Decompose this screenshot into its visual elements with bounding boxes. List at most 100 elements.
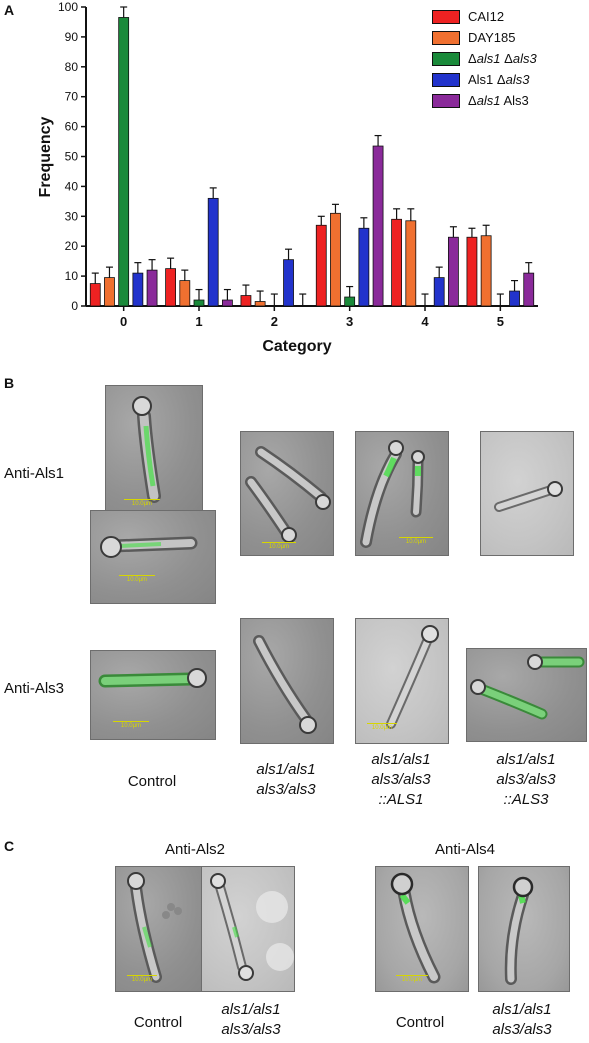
bar xyxy=(146,269,158,307)
caption-line: als3/als3 xyxy=(496,771,556,788)
y-tick-label: 80 xyxy=(65,60,79,74)
x-tick-label: 0 xyxy=(120,314,127,329)
bar xyxy=(165,268,177,307)
bar xyxy=(207,197,219,307)
y-tick-label: 40 xyxy=(65,179,79,193)
bar xyxy=(391,218,403,307)
panel-label-a: A xyxy=(4,2,15,18)
x-tick-label: 1 xyxy=(195,314,202,329)
caption-line: als1/als1 xyxy=(371,751,431,768)
scale-bar: 10.0µm xyxy=(362,723,402,731)
scale-bar: 10.0µm xyxy=(122,975,162,983)
micrograph-als1-complemented-als3: 10.0µm xyxy=(355,618,449,744)
bar xyxy=(315,224,327,307)
legend-swatch xyxy=(432,30,460,45)
caption-line: Control xyxy=(127,773,177,790)
bar xyxy=(523,272,535,307)
caption-c-mutant-1: als1/als1 als3/als3 xyxy=(196,1000,306,1040)
panel-label-b: B xyxy=(4,375,15,391)
caption-c-control-1: Control xyxy=(133,1014,183,1031)
bar-chart: 0 10 20 30 40 50 60 70 80 90 100 0 1 2 3 4 5 Frequency C… xyxy=(37,0,538,355)
bar xyxy=(330,212,341,307)
bar xyxy=(118,17,130,307)
caption-line: als3/als3 xyxy=(221,1021,281,1038)
hypha-illustration xyxy=(245,446,331,543)
scale-bar: 10.0µm xyxy=(122,499,162,507)
y-tick-label: 70 xyxy=(65,90,79,104)
bar xyxy=(179,280,191,307)
hypha-illustration xyxy=(98,668,207,688)
panel-label-c: C xyxy=(4,838,15,854)
caption-line: als3/als3 xyxy=(256,781,316,798)
micrograph-control-als1-top: 10.0µm xyxy=(105,385,203,514)
bar xyxy=(405,220,417,307)
legend-swatch xyxy=(432,9,460,24)
hypha-illustration xyxy=(253,635,317,734)
legend-label: Als1 Δals3 xyxy=(468,72,530,87)
row-label-anti-als3: Anti-Als3 xyxy=(4,680,65,697)
bar xyxy=(466,236,478,307)
legend-swatch xyxy=(432,72,460,87)
caption-c-mutant-2: als1/als1 als3/als3 xyxy=(467,1000,577,1040)
caption-line: ::ALS1 xyxy=(378,791,424,808)
caption-mutant: als1/als1 als3/als3 xyxy=(231,760,341,800)
legend-item: Als1 Δals3 xyxy=(432,69,582,90)
scale-bar: 10.0µm xyxy=(111,721,151,729)
hypha-illustration xyxy=(127,872,182,983)
legend-item: Δals1 Als3 xyxy=(432,90,582,111)
legend-swatch xyxy=(432,51,460,66)
caption-line: als1/als1 xyxy=(221,1001,281,1018)
hypha-illustration xyxy=(386,625,439,729)
micrograph-als1-complemented-als1: 10.0µm xyxy=(355,431,449,556)
caption-line: als3/als3 xyxy=(492,1021,552,1038)
y-axis-label: Frequency xyxy=(37,116,54,197)
hypha-illustration xyxy=(100,536,198,558)
bar xyxy=(221,299,233,307)
x-tick-label: 3 xyxy=(346,314,353,329)
hypha-illustration xyxy=(210,873,294,981)
caption-line: als3/als3 xyxy=(371,771,431,788)
bar xyxy=(104,277,115,307)
bar xyxy=(447,236,459,307)
legend-item: CAI12 xyxy=(432,6,582,27)
bar xyxy=(509,290,520,307)
micrograph-mutant-als1: 10.0µm xyxy=(240,431,334,556)
caption-line: als1/als1 xyxy=(496,751,556,768)
bar xyxy=(283,259,294,307)
caption-line: als1/als1 xyxy=(256,761,316,778)
bar xyxy=(132,272,144,307)
scale-bar: 10.0µm xyxy=(396,537,436,545)
chart-axes: 0 10 20 30 40 50 60 70 80 90 100 0 1 2 3 4 5 xyxy=(58,0,538,329)
row-label-anti-als1: Anti-Als1 xyxy=(4,465,65,482)
hypha-illustration xyxy=(470,654,585,720)
x-tick-label: 2 xyxy=(271,314,278,329)
scale-bar: 10.0µm xyxy=(117,575,157,583)
micrograph-c-control-als2: 10.0µm xyxy=(115,866,209,992)
hypha-illustration xyxy=(504,876,534,985)
bar xyxy=(344,296,356,307)
micrograph-als3-complemented-als3 xyxy=(466,648,587,742)
group-title-anti-als4: Anti-Als4 xyxy=(434,841,496,858)
bar xyxy=(358,227,370,307)
chart-legend: CAI12 DAY185 Δals1 Δals3 Als1 Δals3 Δals1 Al… xyxy=(432,6,582,111)
legend-swatch xyxy=(432,93,460,108)
legend-label: CAI12 xyxy=(468,9,505,24)
micrograph-als3-complemented-als1 xyxy=(480,431,574,556)
micrograph-control-als1-bottom: 10.0µm xyxy=(90,510,216,604)
group-title-anti-als2: Anti-Als2 xyxy=(164,841,226,858)
micrograph-mutant-als3 xyxy=(240,618,334,744)
bar xyxy=(254,301,266,307)
y-tick-label: 90 xyxy=(65,30,79,44)
legend-label: Δals1 Δals3 xyxy=(468,51,537,66)
caption-line: ::ALS3 xyxy=(503,791,549,808)
bar xyxy=(480,235,492,307)
x-axis-label: Category xyxy=(262,338,331,355)
legend-item: DAY185 xyxy=(432,27,582,48)
x-tick-label: 4 xyxy=(421,314,429,329)
y-tick-label: 50 xyxy=(65,150,79,164)
chart-bars xyxy=(89,6,535,307)
legend-label: Δals1 Als3 xyxy=(468,93,529,108)
bar xyxy=(240,295,252,307)
